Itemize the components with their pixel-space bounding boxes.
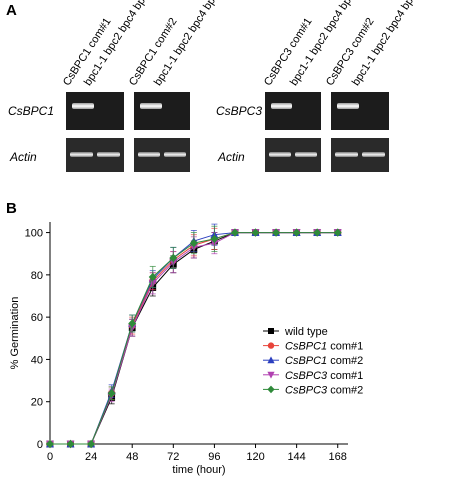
y-tick-label: 100 bbox=[25, 228, 43, 240]
gel-band bbox=[72, 103, 94, 109]
gel-band bbox=[337, 103, 359, 109]
data-point bbox=[128, 319, 137, 328]
gel-actin-right-2 bbox=[331, 138, 389, 172]
gel-csbpc3-com1 bbox=[265, 92, 321, 130]
legend-label-line: com#1 bbox=[327, 341, 363, 353]
data-point bbox=[267, 371, 275, 379]
gel-band bbox=[97, 152, 120, 157]
panel-b-letter: B bbox=[6, 200, 17, 217]
gel-band bbox=[164, 152, 186, 157]
data-point bbox=[333, 228, 342, 237]
data-point bbox=[272, 228, 281, 237]
data-point bbox=[46, 439, 54, 449]
legend-item-2: CsBPC1 com#2 bbox=[263, 355, 363, 367]
gel-actin-left-2 bbox=[134, 138, 190, 172]
y-tick-label: 60 bbox=[31, 312, 43, 324]
legend-label: wild type bbox=[284, 326, 328, 338]
gel-csbpc1-com2 bbox=[134, 92, 190, 130]
legend-item-3: CsBPC3 com#1 bbox=[263, 370, 363, 382]
y-tick-label: 0 bbox=[37, 439, 43, 451]
x-tick-label: 96 bbox=[208, 451, 220, 463]
x-axis-label: time (hour) bbox=[172, 464, 225, 476]
legend-label-gene: CsBPC1 bbox=[285, 355, 327, 367]
gel-actin-right-1 bbox=[265, 138, 321, 172]
series-0 bbox=[46, 229, 342, 448]
x-tick-label: 72 bbox=[167, 451, 179, 463]
gel-csbpc3-com2 bbox=[331, 92, 389, 130]
gel-csbpc1-com1 bbox=[66, 92, 124, 130]
x-tick-label: 48 bbox=[126, 451, 138, 463]
gene-label-csbpc3: CsBPC3 bbox=[216, 104, 263, 118]
chart-axes: 0 24 48 72 96 120 144 168 0 20 40 60 80 100 time (hour… bbox=[9, 222, 348, 476]
data-point bbox=[107, 389, 116, 398]
x-tick-label: 24 bbox=[85, 451, 97, 463]
legend-item-0: wild type bbox=[263, 326, 328, 338]
series-line bbox=[50, 232, 338, 445]
chart-marks bbox=[46, 223, 342, 449]
gene-label-actin-right: Actin bbox=[218, 150, 245, 164]
legend-label-line: wild type bbox=[284, 326, 328, 338]
legend-label-line: com#2 bbox=[327, 355, 363, 367]
data-point bbox=[268, 328, 274, 334]
legend-label-line: com#1 bbox=[327, 370, 363, 382]
legend-label-gene: CsBPC1 bbox=[285, 341, 327, 353]
gel-actin-left-1 bbox=[66, 138, 124, 172]
legend-label-gene: CsBPC3 bbox=[285, 384, 328, 396]
data-point bbox=[210, 234, 219, 244]
y-tick-label: 20 bbox=[31, 397, 43, 409]
y-tick-label: 40 bbox=[31, 354, 43, 366]
data-point bbox=[313, 228, 322, 237]
x-tick-label: 120 bbox=[246, 451, 264, 463]
gel-band bbox=[138, 152, 160, 157]
data-point bbox=[267, 342, 275, 349]
data-point bbox=[148, 272, 157, 282]
series-line bbox=[50, 232, 338, 445]
data-point bbox=[87, 439, 96, 449]
series-4 bbox=[46, 225, 342, 449]
series-line bbox=[50, 232, 338, 445]
gel-band bbox=[140, 103, 162, 109]
gel-band bbox=[70, 152, 93, 157]
gel-band bbox=[269, 152, 291, 157]
x-tick-label: 144 bbox=[287, 451, 305, 463]
gel-band bbox=[362, 152, 385, 157]
legend-label: CsBPC1 com#2 bbox=[285, 355, 363, 367]
panel-a-letter: A bbox=[6, 2, 17, 19]
data-point bbox=[292, 228, 301, 237]
data-point bbox=[230, 228, 239, 237]
legend-label: CsBPC3 com#1 bbox=[285, 370, 363, 382]
data-point bbox=[267, 356, 275, 364]
legend-label: CsBPC3 com#2 bbox=[285, 384, 363, 396]
data-point bbox=[66, 439, 75, 449]
series-3 bbox=[46, 229, 342, 449]
series-line bbox=[50, 232, 338, 445]
legend-label: CsBPC1 com#1 bbox=[285, 341, 363, 353]
data-point bbox=[267, 385, 275, 394]
gel-band bbox=[295, 152, 317, 157]
data-point bbox=[251, 228, 260, 237]
legend-label-gene: CsBPC3 bbox=[285, 370, 328, 382]
data-point bbox=[189, 238, 198, 248]
legend-item-1: CsBPC1 com#1 bbox=[263, 341, 363, 353]
gene-label-actin-left: Actin bbox=[10, 150, 37, 164]
x-tick-label: 0 bbox=[47, 451, 53, 463]
data-point bbox=[169, 253, 178, 263]
gene-label-csbpc1: CsBPC1 bbox=[8, 104, 55, 118]
series-line bbox=[50, 232, 338, 445]
y-axis-label: % Germination bbox=[9, 297, 21, 370]
legend-item-4: CsBPC3 com#2 bbox=[263, 384, 363, 396]
x-tick-label: 168 bbox=[329, 451, 347, 463]
legend-label-line: com#2 bbox=[327, 384, 363, 396]
gel-band bbox=[335, 152, 358, 157]
y-tick-label: 80 bbox=[31, 270, 43, 282]
gel-band bbox=[271, 103, 292, 109]
